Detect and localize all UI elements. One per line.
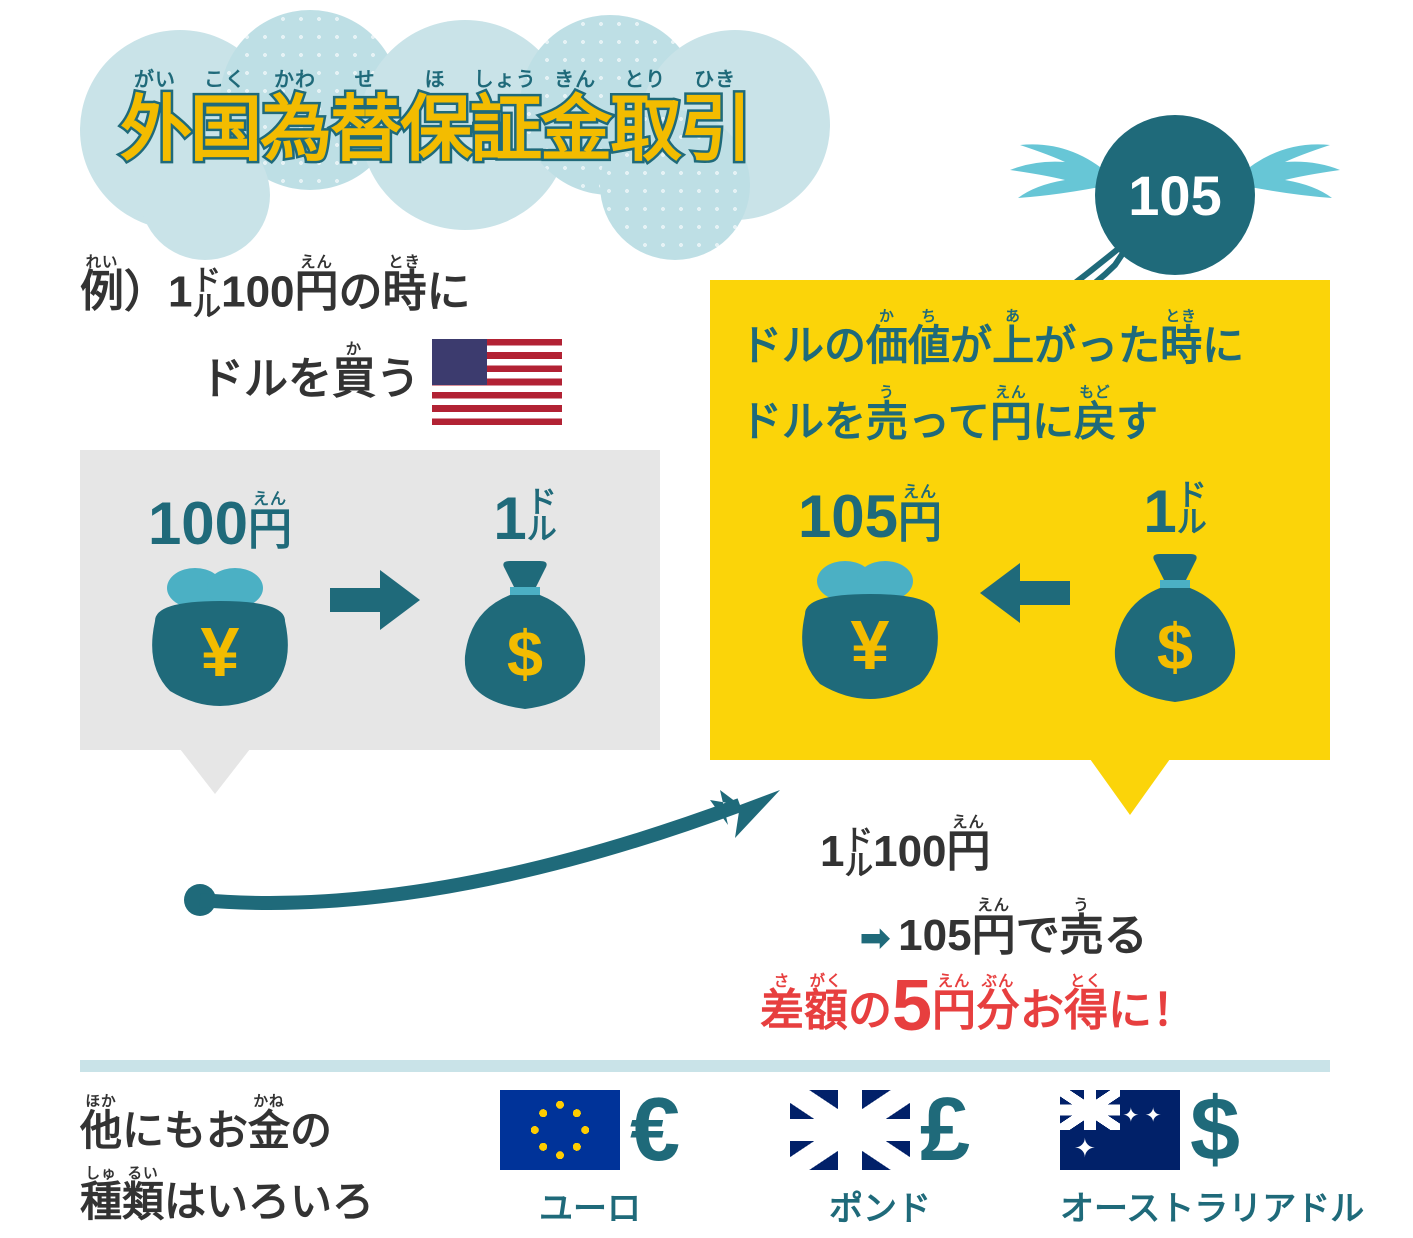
result-text: 1ドル100えん円 ➡105えん円でう売る <box>820 810 1148 977</box>
svg-text:$: $ <box>507 617 543 690</box>
arrow-right-icon <box>330 570 420 630</box>
currency-symbol: £ <box>920 1085 970 1175</box>
other-currencies-label: ほか他にもおかね金の しゅ種るい類はいろいろ <box>80 1095 374 1238</box>
rate-badge: 105 <box>1085 105 1265 285</box>
uk-flag-icon <box>790 1090 910 1170</box>
currency-symbol: € <box>630 1085 680 1175</box>
currency-label: オーストラリアドル <box>1060 1181 1364 1230</box>
wing-icon <box>1240 140 1340 210</box>
yen-amount-sell: 105えん円 ¥ <box>790 482 950 704</box>
dollar-amount-sell: 1ドル $ <box>1100 477 1250 709</box>
example-text: れい例）1ドル100えん円のとき時に ドルをか買う <box>80 255 562 425</box>
svg-text:¥: ¥ <box>851 606 890 684</box>
currency-symbol: $ <box>1190 1085 1240 1175</box>
svg-text:¥: ¥ <box>201 613 240 691</box>
curve-arrow-icon <box>180 790 800 930</box>
badge-value: 105 <box>1128 163 1221 228</box>
currency-eu: € ユーロ <box>500 1085 680 1230</box>
dollar-bag-icon: $ <box>450 561 600 711</box>
yen-purse-icon: ¥ <box>790 559 950 699</box>
profit-text: さ差がく額の5えん円ぶん分おとく得に！ <box>760 965 1196 1047</box>
yen-purse-icon: ¥ <box>140 566 300 706</box>
title-cloud: がい外こく国かわ為せ替ほ保しょう証きん金とり取ひき引 <box>80 40 800 220</box>
currency-label: ユーロ <box>500 1181 680 1230</box>
divider <box>80 1060 1330 1072</box>
yen-amount: 100えん円 ¥ <box>140 489 300 711</box>
currency-label: ポンド <box>790 1181 970 1230</box>
arrow-left-icon <box>980 563 1070 623</box>
au-flag-icon: ✦ <box>1060 1090 1180 1170</box>
page-title: がい外こく国かわ為せ替ほ保しょう証きん金とり取ひき引 <box>120 70 750 171</box>
eu-flag-icon <box>500 1090 620 1170</box>
dollar-bag-icon: $ <box>1100 554 1250 704</box>
svg-text:$: $ <box>1157 610 1193 683</box>
dollar-amount: 1ドル $ <box>450 484 600 716</box>
sell-panel: ドルのか価ち値があ上がったとき時に ドルをう売ってえん円にもど戻す 105えん円… <box>710 280 1330 760</box>
currency-au: ✦ $ オーストラリアドル <box>1060 1085 1364 1230</box>
currency-uk: £ ポンド <box>790 1085 970 1230</box>
buy-panel: 100えん円 ¥ 1ドル $ <box>80 450 660 750</box>
